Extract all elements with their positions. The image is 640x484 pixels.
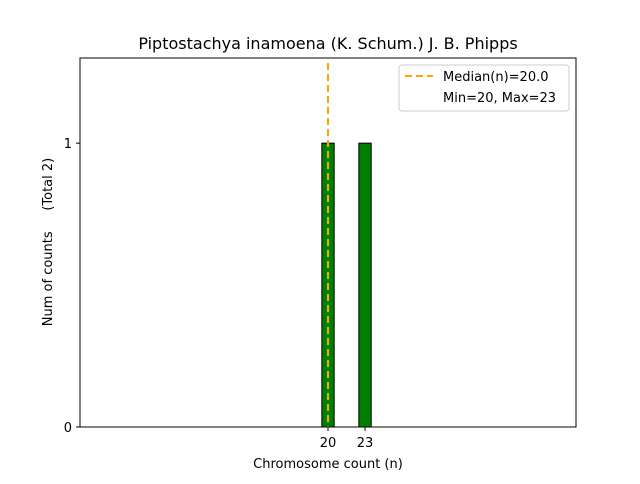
legend-median-label: Median(n)=20.0 <box>443 70 549 85</box>
chart-title: Piptostachya inamoena (K. Schum.) J. B. … <box>138 34 517 53</box>
legend-box <box>398 64 570 112</box>
legend: Median(n)=20.0 Min=20, Max=23 <box>398 64 570 112</box>
y-axis-label: Num of counts (Total 2) <box>41 158 56 326</box>
y-tick-label: 0 <box>64 421 72 436</box>
y-tick-label: 1 <box>64 137 72 152</box>
x-tick-label: 23 <box>357 436 374 451</box>
x-tick-label: 20 <box>320 436 337 451</box>
bar <box>358 142 372 428</box>
legend-minmax-label: Min=20, Max=23 <box>443 91 556 106</box>
x-axis-label: Chromosome count (n) <box>253 457 403 472</box>
plot-frame <box>79 57 577 428</box>
